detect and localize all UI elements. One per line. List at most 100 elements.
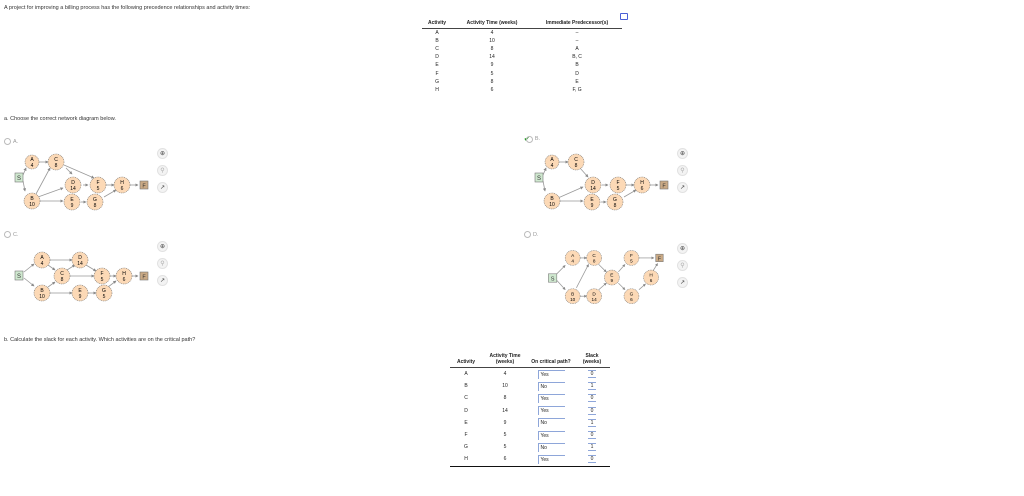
open-popup-icon[interactable]: ↗: [157, 275, 168, 286]
svg-text:4: 4: [31, 163, 34, 169]
open-popup-icon[interactable]: ↗: [677, 277, 688, 288]
slack-input[interactable]: 0: [588, 406, 596, 415]
zoom-out-icon[interactable]: ⚲: [157, 165, 168, 176]
svg-text:H: H: [649, 273, 652, 278]
critical-path-select[interactable]: Yes: [537, 393, 565, 403]
table-row: D 14 Yes 0: [450, 405, 610, 417]
slack-input[interactable]: 1: [588, 443, 596, 452]
option-label: B.: [534, 136, 541, 142]
node-group: S A4 C8 B10 D14 E9 F5 G8 H6 F: [14, 153, 149, 211]
svg-text:14: 14: [592, 297, 598, 302]
cell: B, C: [572, 54, 582, 61]
critical-path-select[interactable]: Yes: [537, 430, 565, 440]
svg-text:G: G: [93, 197, 97, 203]
svg-text:9: 9: [591, 203, 594, 209]
slack-input[interactable]: 1: [588, 418, 596, 427]
copy-table-icon[interactable]: [620, 13, 628, 20]
radio-icon[interactable]: [525, 135, 533, 143]
svg-text:9: 9: [611, 278, 614, 283]
critical-path-select[interactable]: Yes: [537, 454, 565, 464]
cell: F: [464, 432, 468, 439]
col-header-predecessors: Immediate Predecessor(s): [532, 20, 623, 29]
svg-text:10: 10: [570, 297, 576, 302]
zoom-in-icon[interactable]: ⊕: [157, 241, 168, 252]
svg-text:8: 8: [61, 277, 64, 283]
option-c-radio[interactable]: C.: [4, 231, 19, 238]
zoom-out-icon[interactable]: ⚲: [677, 165, 688, 176]
zoom-in-icon[interactable]: ⊕: [677, 148, 688, 159]
cell: C: [435, 46, 439, 53]
table-row: C 8 A: [422, 45, 622, 53]
cell: G: [464, 444, 468, 451]
svg-text:8: 8: [575, 163, 578, 169]
diagram-a-tools: ⊕ ⚲ ↗: [157, 148, 168, 193]
svg-text:4: 4: [571, 259, 574, 264]
svg-text:H: H: [122, 271, 126, 277]
critical-path-select[interactable]: Yes: [537, 369, 565, 379]
option-label: D.: [533, 231, 539, 238]
critical-path-select[interactable]: No: [537, 381, 565, 391]
option-b-radio[interactable]: ✔ B.: [524, 135, 540, 143]
cell: 14: [489, 54, 495, 61]
radio-icon[interactable]: [4, 138, 11, 145]
svg-text:8: 8: [94, 203, 97, 209]
svg-text:14: 14: [77, 261, 83, 267]
slack-input[interactable]: 0: [588, 431, 596, 440]
cell: A: [464, 371, 468, 378]
cell: F, G: [572, 86, 582, 93]
zoom-out-icon[interactable]: ⚲: [677, 260, 688, 271]
diagram-d-tools: ⊕ ⚲ ↗: [677, 243, 688, 288]
svg-text:E: E: [610, 273, 613, 278]
cell: 8: [490, 78, 494, 85]
radio-icon[interactable]: [524, 231, 531, 238]
svg-text:F: F: [616, 180, 619, 186]
cell: 4: [490, 30, 494, 37]
slack-input[interactable]: 0: [588, 455, 596, 464]
table-row: E 9 B: [422, 61, 622, 69]
critical-path-select[interactable]: Yes: [537, 406, 565, 416]
network-diagram-d: S A4 C8 B10 D14 E9 F5 G6 H6 F: [548, 250, 664, 304]
cell: 10: [502, 383, 508, 390]
cell: C: [464, 395, 468, 402]
zoom-in-icon[interactable]: ⊕: [157, 148, 168, 159]
cell: 14: [502, 407, 508, 414]
svg-text:B: B: [30, 196, 34, 202]
cell: 5: [490, 70, 494, 77]
table-row: A 4 –: [422, 29, 622, 38]
table-row: G 8 E: [422, 78, 622, 86]
critical-path-select[interactable]: No: [537, 418, 565, 428]
critical-path-select[interactable]: No: [537, 442, 565, 452]
svg-text:F: F: [662, 184, 666, 190]
svg-text:6: 6: [650, 278, 653, 283]
col-header-slack: Slack (weeks): [574, 353, 610, 368]
radio-icon[interactable]: [4, 231, 11, 238]
svg-text:A: A: [30, 157, 34, 163]
table-row: F 5 D: [422, 69, 622, 77]
svg-text:S: S: [537, 176, 541, 182]
svg-text:14: 14: [70, 186, 76, 192]
intro-text: A project for improving a billing proces…: [4, 5, 251, 11]
option-label: C.: [13, 231, 19, 238]
slack-input[interactable]: 1: [588, 382, 596, 391]
svg-text:4: 4: [41, 261, 44, 267]
option-a-radio[interactable]: A.: [4, 138, 18, 145]
svg-text:A: A: [550, 157, 554, 163]
svg-text:D: D: [592, 291, 596, 296]
svg-text:A: A: [40, 255, 44, 261]
svg-text:8: 8: [55, 163, 58, 169]
slack-input[interactable]: 0: [588, 394, 596, 403]
open-popup-icon[interactable]: ↗: [677, 182, 688, 193]
cell: 10: [489, 38, 495, 45]
svg-text:5: 5: [97, 186, 100, 192]
svg-text:F: F: [658, 256, 661, 262]
cell: H: [450, 453, 482, 467]
open-popup-icon[interactable]: ↗: [157, 182, 168, 193]
zoom-out-icon[interactable]: ⚲: [157, 258, 168, 269]
cell: H: [435, 86, 439, 93]
zoom-in-icon[interactable]: ⊕: [677, 243, 688, 254]
svg-text:H: H: [640, 180, 644, 186]
slack-input[interactable]: 0: [588, 370, 596, 379]
table-row: D 14 B, C: [422, 53, 622, 61]
option-d-radio[interactable]: D.: [524, 231, 539, 238]
cell: B: [435, 38, 439, 45]
